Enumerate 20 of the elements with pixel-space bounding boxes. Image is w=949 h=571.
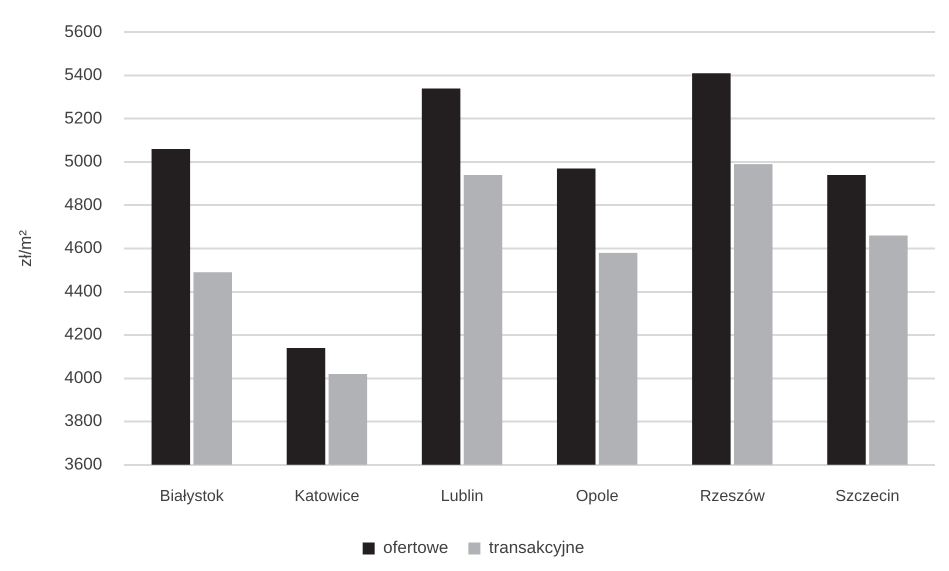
y-axis-title: zł/m² xyxy=(16,230,35,267)
x-tick-label: Rzeszów xyxy=(700,488,766,505)
y-tick-label: 4800 xyxy=(64,194,102,214)
y-tick-label: 3800 xyxy=(64,411,102,430)
x-tick-label: Szczecin xyxy=(835,488,900,505)
y-tick-label: 5200 xyxy=(64,108,102,128)
y-tick-label: 4000 xyxy=(64,368,102,387)
x-tick-label: Białystok xyxy=(160,488,225,505)
y-tick-label: 5000 xyxy=(64,152,102,171)
y-tick-label: 5600 xyxy=(64,22,102,41)
y-tick-label: 4600 xyxy=(64,238,102,258)
y-tick-label: 4200 xyxy=(64,324,102,344)
y-tick-label: 3600 xyxy=(64,454,102,474)
x-tick-label: Katowice xyxy=(294,488,360,505)
y-tick-label: 4400 xyxy=(64,281,102,300)
y-tick-label: 5400 xyxy=(64,65,102,84)
legend-label: ofertowe xyxy=(383,538,448,558)
x-tick-label: Lublin xyxy=(440,488,484,505)
x-tick-label: Opole xyxy=(576,488,619,505)
legend-label: transakcyjne xyxy=(488,538,584,558)
